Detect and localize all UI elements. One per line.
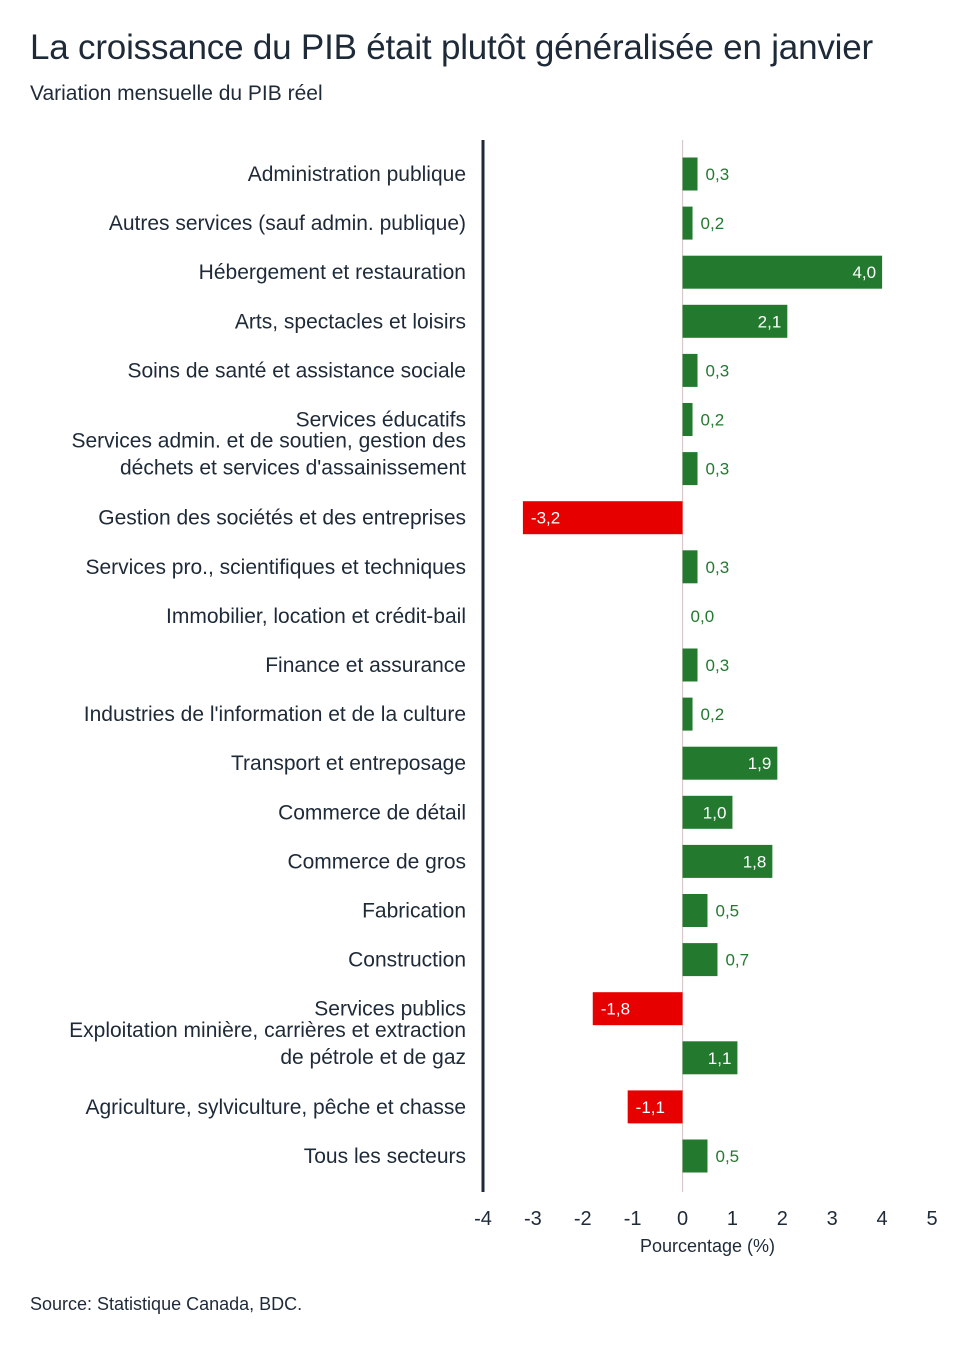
- bar: [682, 943, 718, 977]
- category-label: Transport et entreposage: [231, 752, 466, 775]
- x-tick-label: 2: [777, 1208, 788, 1230]
- category-label: Services éducatifs: [296, 409, 466, 432]
- category-label: Tous les secteurs: [304, 1145, 466, 1168]
- bar: [682, 452, 698, 486]
- x-axis-title: Pourcentage (%): [640, 1236, 775, 1256]
- x-tick-label: 5: [926, 1208, 937, 1230]
- category-label: Commerce de gros: [287, 850, 466, 873]
- data-label: 0,2: [701, 214, 725, 233]
- data-label: 4,0: [852, 263, 876, 282]
- category-label: Services publics: [314, 998, 466, 1021]
- bar: [682, 353, 698, 387]
- data-label: -1,1: [636, 1098, 665, 1117]
- category-label: Arts, spectacles et loisirs: [235, 310, 466, 333]
- data-label: 1,1: [708, 1049, 732, 1068]
- category-label: Services pro., scientifiques et techniqu…: [85, 556, 466, 579]
- x-tick-label: -1: [624, 1208, 642, 1230]
- category-label: Fabrication: [362, 900, 466, 923]
- x-tick-label: 0: [677, 1208, 688, 1230]
- data-label: -3,2: [531, 509, 560, 528]
- bar: [682, 1139, 708, 1173]
- bar: [682, 550, 698, 584]
- x-tick-label: 4: [877, 1208, 888, 1230]
- x-tick-label: 3: [827, 1208, 838, 1230]
- category-label: Administration publique: [248, 163, 466, 186]
- data-label: -1,8: [601, 1000, 630, 1019]
- bar: [682, 1041, 738, 1075]
- category-label: Agriculture, sylviculture, pêche et chas…: [85, 1096, 466, 1119]
- data-label: 0,2: [701, 705, 725, 724]
- data-label: 0,3: [706, 656, 730, 675]
- category-label: déchets et services d'assainissement: [120, 457, 466, 480]
- bar: [682, 403, 693, 436]
- category-label: Soins de santé et assistance sociale: [127, 359, 466, 382]
- bar: [627, 1090, 683, 1124]
- category-label: Gestion des sociétés et des entreprises: [98, 507, 466, 530]
- category-label: Industries de l'information et de la cul…: [84, 703, 466, 726]
- category-label: Construction: [348, 949, 466, 972]
- data-label: 0,3: [706, 361, 730, 380]
- x-tick-label: -2: [574, 1208, 592, 1230]
- data-label: 0,3: [706, 460, 730, 479]
- data-label: 0,2: [701, 411, 725, 430]
- data-label: 2,1: [758, 312, 782, 331]
- category-label: Finance et assurance: [265, 654, 466, 677]
- bar: [682, 255, 883, 289]
- category-label: Immobilier, location et crédit-bail: [166, 605, 466, 628]
- bar: [522, 501, 683, 535]
- bar: [592, 992, 683, 1026]
- category-label: Commerce de détail: [278, 801, 466, 824]
- data-label: 1,9: [748, 754, 772, 773]
- source-note: Source: Statistique Canada, BDC.: [30, 1294, 303, 1314]
- bar: [682, 648, 698, 682]
- bar: [682, 746, 778, 780]
- x-tick-label: 1: [727, 1208, 738, 1230]
- data-label: 0,5: [716, 1147, 740, 1166]
- data-label: 1,8: [743, 852, 767, 871]
- bar: [682, 157, 698, 191]
- data-label: 0,7: [725, 951, 749, 970]
- bar: [682, 795, 733, 829]
- bar-chart: 0,3 Administration publique 0,2 Autres serv…: [69, 140, 938, 1256]
- chart-subtitle: Variation mensuelle du PIB réel: [30, 82, 323, 105]
- bar: [682, 304, 788, 338]
- data-label: 0,5: [716, 902, 740, 921]
- category-label: Services admin. et de soutien, gestion d…: [71, 430, 466, 453]
- x-tick-label: -4: [474, 1208, 492, 1230]
- category-label: Exploitation minière, carrières et extra…: [69, 1019, 466, 1042]
- bar: [682, 894, 708, 927]
- chart-title: La croissance du PIB était plutôt généra…: [30, 28, 873, 67]
- bar: [682, 697, 693, 731]
- data-label: 1,0: [703, 803, 727, 822]
- category-label: Hébergement et restauration: [199, 261, 466, 284]
- category-label: de pétrole et de gaz: [280, 1046, 466, 1069]
- data-label: 0,3: [706, 165, 730, 184]
- data-label: 0,3: [706, 558, 730, 577]
- bar: [682, 206, 693, 240]
- bar: [682, 844, 773, 878]
- data-label: 0,0: [691, 607, 715, 626]
- category-label: Autres services (sauf admin. publique): [109, 212, 466, 235]
- x-tick-label: -3: [524, 1208, 542, 1230]
